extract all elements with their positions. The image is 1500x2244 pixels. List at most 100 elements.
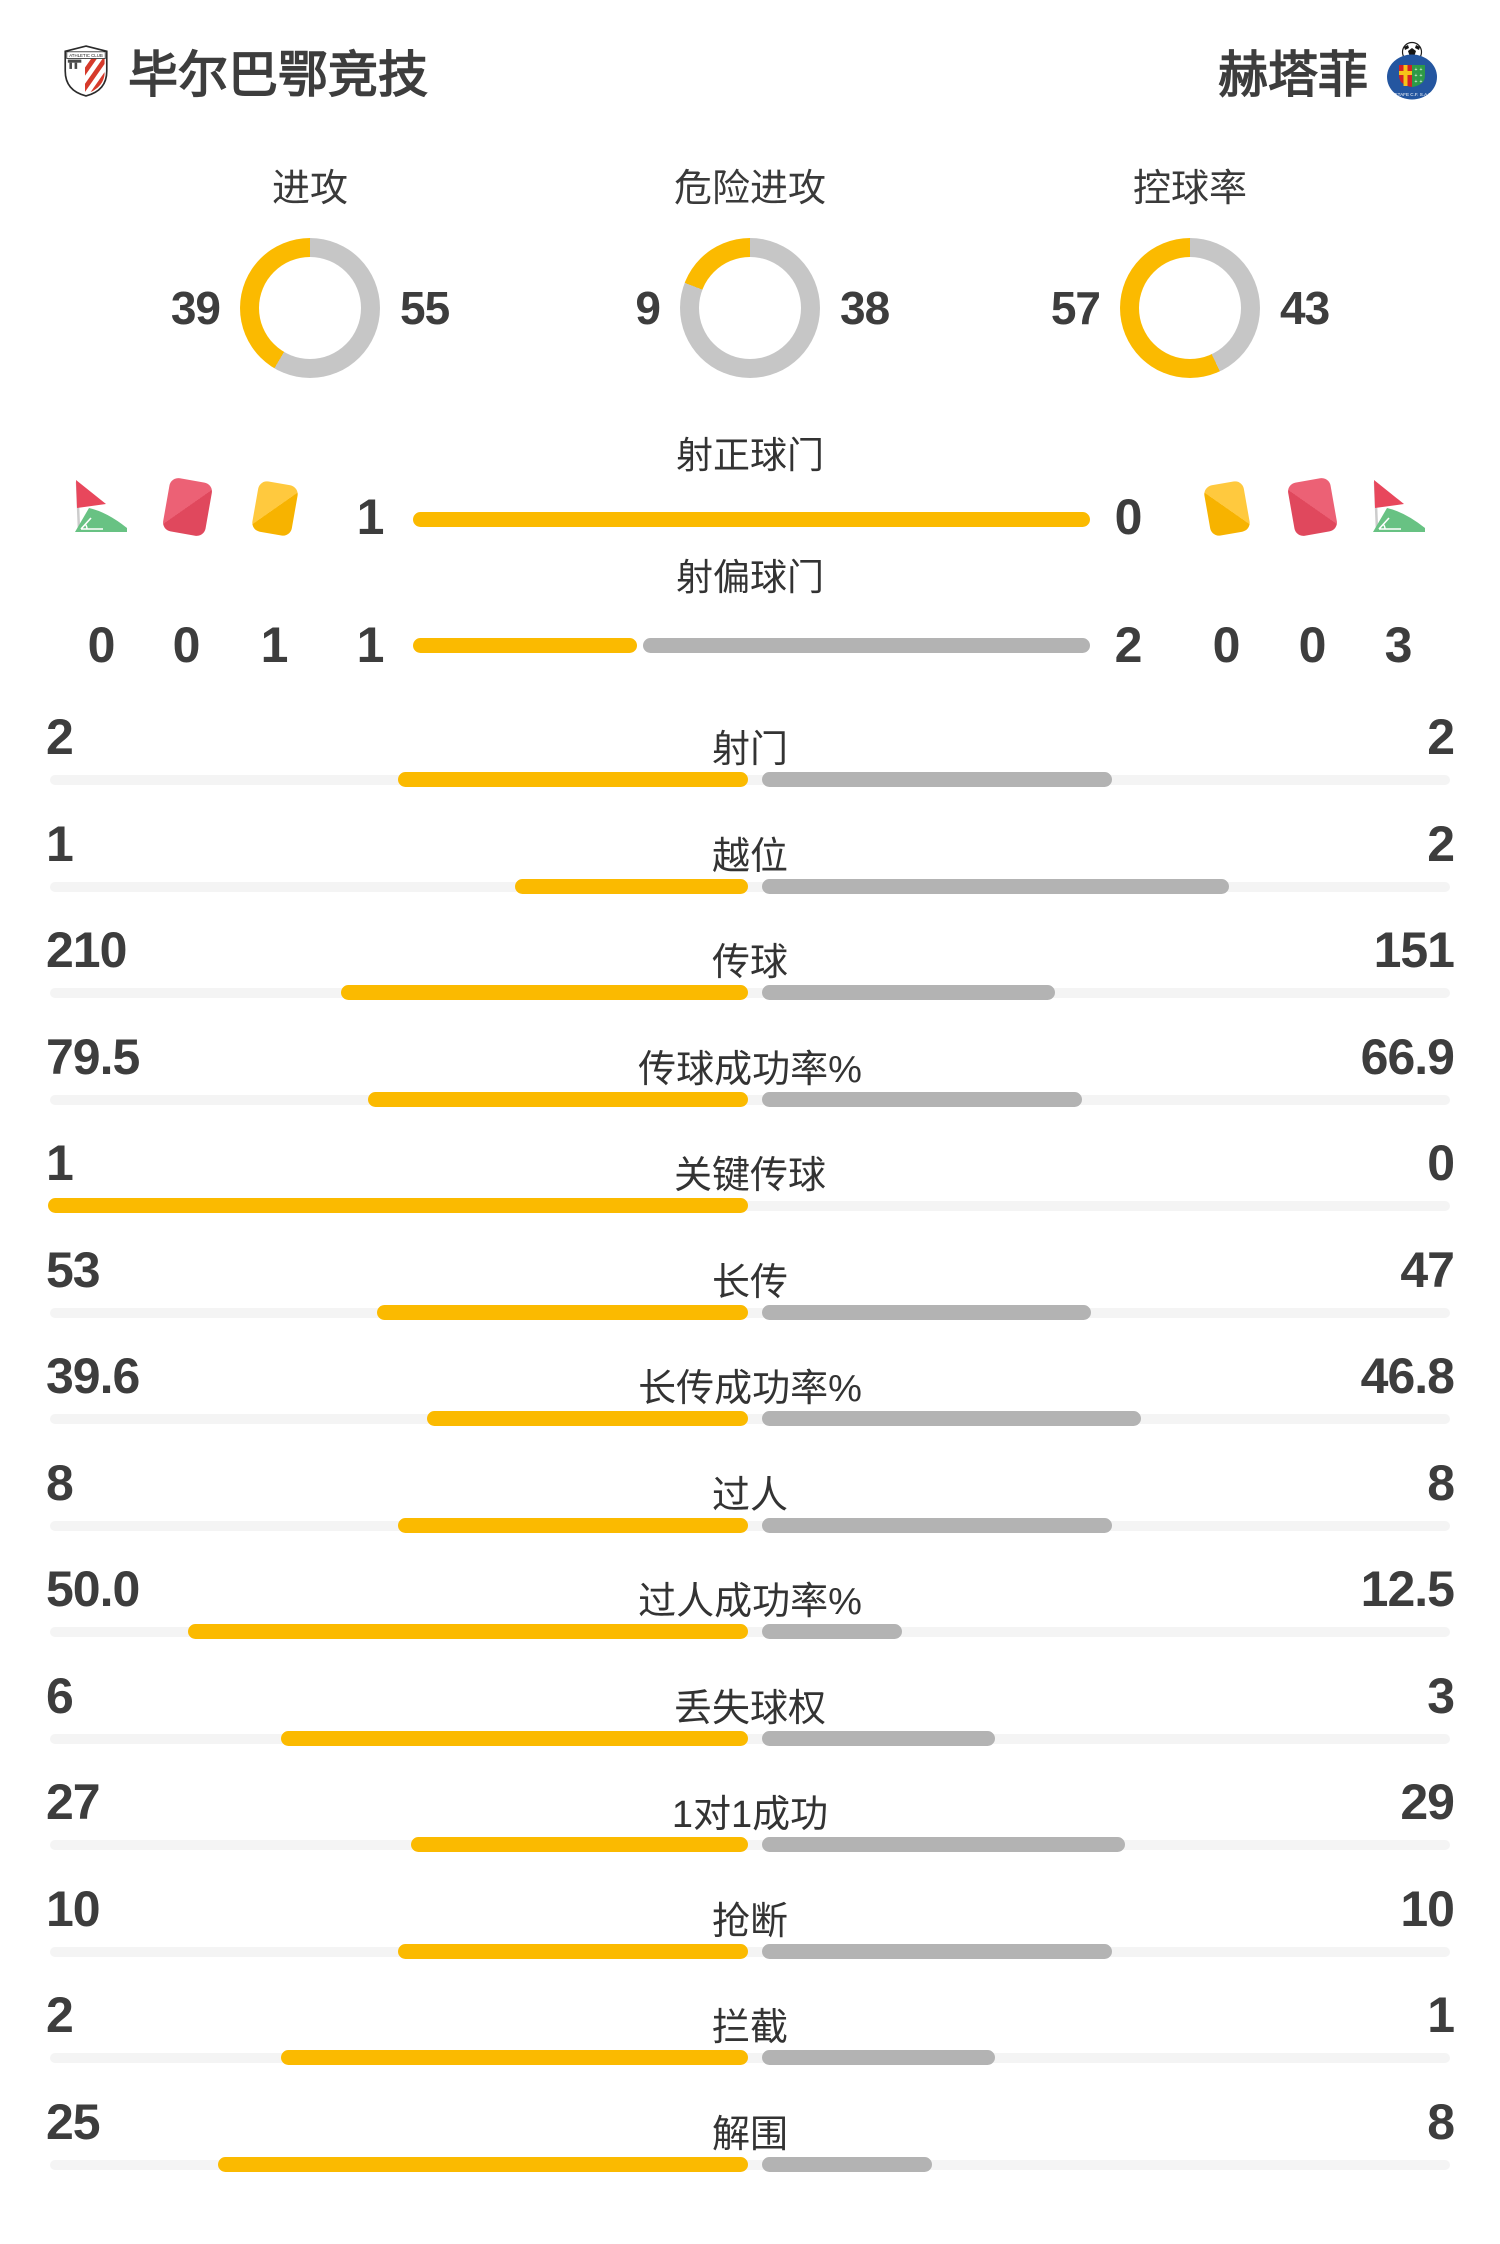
- home-team-name: 毕尔巴鄂竞技: [128, 47, 428, 103]
- stat-away-value: 1: [1427, 1987, 1455, 2043]
- away-yellow-card-count: 0: [1212, 617, 1241, 673]
- bar-home: [188, 1624, 748, 1639]
- stat-bar-line: [0, 878, 1500, 895]
- stat-bar-track: [50, 1840, 1450, 1850]
- bar-home: [514, 878, 748, 894]
- stat-home-value: 50.0: [46, 1561, 140, 1617]
- stat-row-12: 2 拦截 1: [0, 1978, 1500, 2085]
- stat-away-value: 2: [1427, 815, 1455, 872]
- stat-row-8: 50.0 过人成功率% 12.5: [0, 1552, 1500, 1659]
- stat-row-1: 1 越位 2: [0, 807, 1500, 914]
- stat-away-value: 0: [1427, 1135, 1455, 1191]
- stat-row-3: 79.5 传球成功率% 66.9: [0, 1020, 1500, 1127]
- stat-bar-track: [50, 2159, 1450, 2170]
- stat-label: 长传成功率%: [638, 1368, 862, 1410]
- stat-home-value: 79.5: [46, 1028, 140, 1085]
- stat-label: 传球成功率%: [638, 1048, 862, 1091]
- stat-away-value: 3: [1427, 1667, 1455, 1724]
- home-yellow-card-count: 1: [260, 617, 289, 673]
- shots-on-target-home-value: 1: [356, 489, 385, 545]
- stat-home-value: 10: [46, 1880, 101, 1937]
- donut-away-value: 38: [840, 282, 890, 334]
- away-team-name: 赫塔菲: [1218, 47, 1368, 103]
- stat-home-value: 2: [46, 1987, 74, 2043]
- stat-home-value: 2: [46, 709, 74, 765]
- donut-home-value: 57: [1050, 282, 1101, 334]
- stat-away-value: 2: [1427, 709, 1455, 765]
- shots-on-target-row: 1 0: [0, 476, 1500, 556]
- donut-block-1: 危险进攻 9 38: [589, 162, 911, 378]
- stat-home-value: 1: [46, 1135, 74, 1191]
- stat-label: 射门: [711, 729, 788, 771]
- donut-row: 39 55: [152, 238, 468, 378]
- bar-home: [413, 512, 1090, 527]
- shots-off-target-title: 射偏球门: [676, 557, 824, 598]
- stat-bar-line: [0, 1198, 1500, 1214]
- stat-bar-line: [0, 2156, 1500, 2173]
- stat-bar-line: [0, 1624, 1500, 1640]
- stat-row-4: 1 关键传球 0: [0, 1126, 1500, 1233]
- stat-bar-track: [50, 1946, 1450, 1957]
- stat-label: 1对1成功: [671, 1794, 829, 1836]
- home-crest-text: ATHLETIC CLUB: [69, 53, 103, 58]
- stat-away-value: 10: [1400, 1880, 1455, 1937]
- stat-home-value: 53: [46, 1241, 101, 1298]
- stat-bar-line: [0, 985, 1500, 1001]
- bar-away: [762, 1837, 1125, 1852]
- stat-row-2: 210 传球 151: [0, 913, 1500, 1020]
- stat-bar-line: [0, 772, 1500, 788]
- donut-block-2: 控球率 57 43: [1029, 162, 1351, 378]
- stat-row-6: 39.6 长传成功率% 46.8: [0, 1339, 1500, 1446]
- shots-section: 射正球门 1 0 射偏球门 0 0 1: [0, 434, 1500, 676]
- bar-away: [762, 1517, 1112, 1533]
- getafe-crest: + + + + + + GETAFE C.F. S.A.D.: [1387, 41, 1437, 100]
- stat-bar-line: [0, 1517, 1500, 1534]
- stat-bar-line: [0, 1730, 1500, 1747]
- stats-list: 2 射门 2 1 越位 2 210 传球 151 79.5 传球成功率% 66.9 1 关键传球 0 53 长传…: [0, 700, 1500, 2191]
- stat-bar-line: [0, 1304, 1500, 1321]
- donut-block-0: 进攻 39 55: [149, 162, 471, 378]
- stat-home-value: 39.6: [46, 1348, 140, 1404]
- svg-text:+: +: [1415, 67, 1418, 73]
- stat-bar-track: [50, 2053, 1450, 2063]
- away-corner-count: 3: [1384, 617, 1413, 673]
- shots-off-target-row: 0 0 1 1 2 0 0 3: [0, 614, 1500, 676]
- bar-home: [413, 638, 637, 653]
- away-crest-text: GETAFE C.F. S.A.D.: [1391, 92, 1433, 97]
- stat-home-value: 27: [46, 1774, 101, 1830]
- svg-text:+: +: [1420, 73, 1423, 79]
- bar-home: [398, 1943, 748, 1959]
- stat-row-7: 8 过人 8: [0, 1446, 1500, 1553]
- donut-charts: 进攻 39 55 危险进攻 9 38 控球率 57 43: [0, 162, 1500, 378]
- stat-bar-track: [50, 1733, 1450, 1744]
- stat-row-0: 2 射门 2: [0, 700, 1500, 807]
- stat-label: 抢断: [711, 1900, 788, 1943]
- shots-on-target-title: 射正球门: [676, 435, 824, 476]
- stat-label: 过人: [711, 1474, 788, 1517]
- stat-bar-line: [0, 1411, 1500, 1427]
- stat-label: 过人成功率%: [638, 1581, 862, 1623]
- bar-away: [762, 2050, 996, 2065]
- stat-label: 拦截: [711, 2007, 788, 2049]
- yellow-card-icon: [250, 479, 300, 538]
- stat-bar-line: [0, 1943, 1500, 1960]
- svg-text:+: +: [1420, 79, 1423, 85]
- stat-home-value: 25: [46, 2093, 101, 2150]
- shots-off-target-home-value: 1: [356, 617, 385, 673]
- stat-away-value: 46.8: [1360, 1348, 1455, 1404]
- bar-home: [48, 1198, 748, 1213]
- stat-label: 越位: [711, 835, 788, 878]
- stat-bar-track: [50, 775, 1450, 785]
- stat-row-9: 6 丢失球权 3: [0, 1659, 1500, 1766]
- bar-home: [377, 1304, 748, 1320]
- stat-label: 解围: [711, 2113, 788, 2156]
- bar-home: [398, 772, 748, 787]
- shots-off-target-bar: [413, 638, 1090, 653]
- home-corner-count: 0: [87, 617, 116, 673]
- stat-away-value: 8: [1427, 2093, 1455, 2150]
- shots-off-target-away-value: 2: [1114, 617, 1143, 673]
- stat-bar-track: [50, 1414, 1450, 1424]
- donut-label: 进攻: [271, 168, 348, 210]
- home-team: ATHLETIC CLUB 毕尔巴鄂竞技: [62, 35, 428, 107]
- stat-bar-track: [50, 1520, 1450, 1531]
